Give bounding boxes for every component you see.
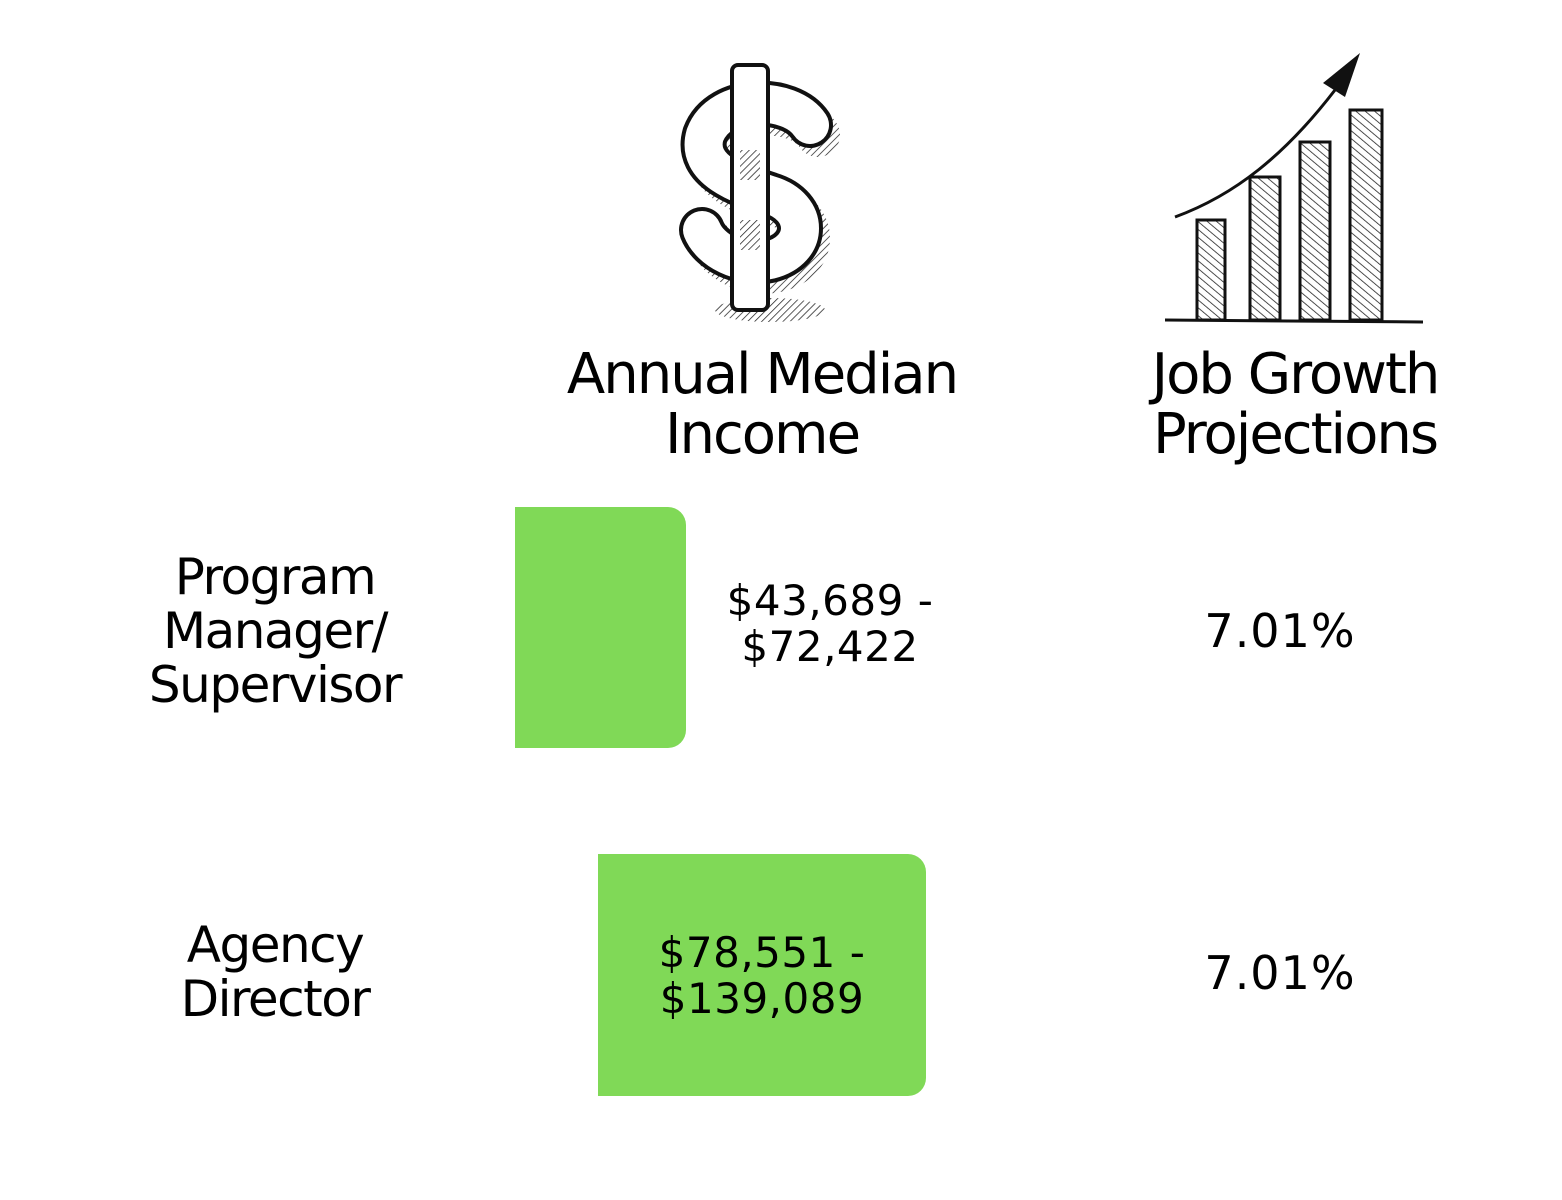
income-value-line: $43,689 -	[726, 576, 934, 625]
growth-header-line-2: Projections	[1152, 402, 1439, 467]
income-value-agency-director: $78,551 - $139,089	[612, 930, 912, 1022]
income-bar-program-manager	[515, 507, 686, 748]
income-header-line-1: Annual Median	[566, 342, 959, 407]
growth-value-agency-director: 7.01%	[1204, 946, 1356, 1000]
income-value-line: $78,551 -	[658, 928, 866, 977]
income-value-line: $139,089	[659, 974, 865, 1023]
growth-column-header: Job Growth Projections	[1100, 345, 1490, 465]
row-label-line: Supervisor	[148, 656, 403, 714]
row-label-line: Manager/	[162, 602, 389, 660]
dollar-sign-icon	[679, 63, 840, 322]
row-label-program-manager: Program Manager/ Supervisor	[100, 550, 450, 712]
income-column-header: Annual Median Income	[562, 345, 962, 465]
income-value-line: $72,422	[741, 622, 919, 671]
row-label-agency-director: Agency Director	[100, 918, 450, 1026]
growth-value-program-manager: 7.01%	[1204, 604, 1356, 658]
income-bar-agency-director	[598, 854, 926, 1096]
income-header-line-2: Income	[664, 402, 861, 467]
row-label-line: Agency	[186, 916, 365, 974]
row-label-line: Program	[174, 548, 377, 606]
growth-header-line-1: Job Growth	[1151, 342, 1441, 407]
row-label-line: Director	[180, 970, 371, 1028]
income-value-program-manager: $43,689 - $72,422	[700, 578, 960, 670]
bar-chart-growth-icon	[1164, 53, 1424, 324]
